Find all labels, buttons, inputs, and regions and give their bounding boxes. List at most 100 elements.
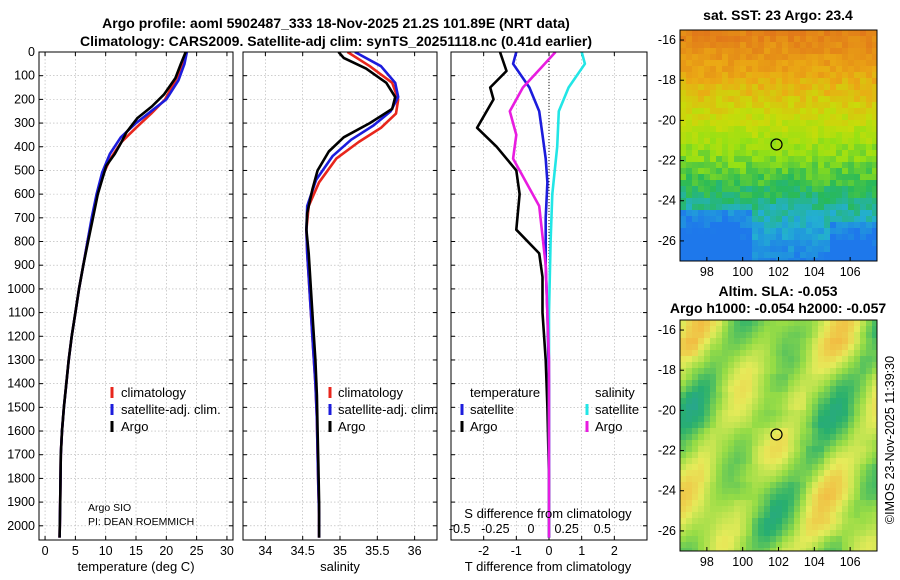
heatmap-cell xyxy=(866,192,872,198)
heatmap-cell xyxy=(752,42,758,48)
heatmap-cell xyxy=(794,326,800,332)
heatmap-cell xyxy=(848,434,854,440)
heatmap-cell xyxy=(830,446,836,452)
heatmap-cell xyxy=(680,404,686,410)
heatmap-cell xyxy=(734,120,740,126)
series-salinity-argo xyxy=(508,52,557,538)
heatmap-cell xyxy=(758,476,764,482)
heatmap-cell xyxy=(680,446,686,452)
heatmap-cell xyxy=(734,500,740,506)
heatmap-cell xyxy=(692,162,698,168)
heatmap-cell xyxy=(770,240,776,246)
heatmap-cell xyxy=(836,222,842,228)
heatmap-cell xyxy=(788,500,794,506)
heatmap-cell xyxy=(698,252,704,258)
heatmap-cell xyxy=(812,500,818,506)
heatmap-cell xyxy=(692,398,698,404)
heatmap-cell xyxy=(818,258,824,261)
heatmap-cell xyxy=(824,102,830,108)
heatmap-cell xyxy=(818,344,824,350)
legend-header-salinity: salinity xyxy=(595,385,635,400)
heatmap-cell xyxy=(710,434,716,440)
heatmap-cell xyxy=(728,380,734,386)
heatmap-cell xyxy=(806,156,812,162)
heatmap-cell xyxy=(836,506,842,512)
heatmap-cell xyxy=(860,452,866,458)
heatmap-cell xyxy=(782,102,788,108)
heatmap-cell xyxy=(770,228,776,234)
heatmap-cell xyxy=(842,168,848,174)
heatmap-cell xyxy=(866,114,872,120)
heatmap-cell xyxy=(692,114,698,120)
heatmap-cell xyxy=(842,36,848,42)
heatmap-cell xyxy=(740,452,746,458)
heatmap-cell xyxy=(692,410,698,416)
heatmap-cell xyxy=(680,452,686,458)
xtick-label: 106 xyxy=(840,265,861,279)
heatmap-cell xyxy=(788,258,794,261)
ytick-label: -24 xyxy=(658,194,676,208)
heatmap-cell xyxy=(686,464,692,470)
heatmap-cell xyxy=(776,252,782,258)
heatmap-cell xyxy=(860,120,866,126)
heatmap-cell xyxy=(722,488,728,494)
heatmap-cell xyxy=(854,234,860,240)
heatmap-cell xyxy=(704,72,710,78)
heatmap-cell xyxy=(794,48,800,54)
heatmap-cell xyxy=(782,174,788,180)
heatmap-cell xyxy=(824,368,830,374)
heatmap-cell xyxy=(740,78,746,84)
heatmap-cell xyxy=(728,174,734,180)
heatmap-cell xyxy=(764,398,770,404)
heatmap-cell xyxy=(764,512,770,518)
heatmap-cell xyxy=(836,78,842,84)
heatmap-cell xyxy=(872,326,877,332)
heatmap-cell xyxy=(872,524,877,530)
heatmap-cell xyxy=(818,548,824,551)
heatmap-cell xyxy=(830,84,836,90)
heatmap-cell xyxy=(860,422,866,428)
heatmap-cell xyxy=(824,198,830,204)
heatmap-cell xyxy=(782,228,788,234)
heatmap-cell xyxy=(854,416,860,422)
heatmap-cell xyxy=(710,210,716,216)
heatmap-cell xyxy=(758,66,764,72)
heatmap-cell xyxy=(758,536,764,542)
heatmap-cell xyxy=(830,398,836,404)
heatmap-cell xyxy=(806,246,812,252)
heatmap-cell xyxy=(686,428,692,434)
heatmap-cell xyxy=(788,386,794,392)
heatmap-cell xyxy=(764,356,770,362)
heatmap-cell xyxy=(686,60,692,66)
heatmap-cell xyxy=(812,84,818,90)
heatmap-cell xyxy=(764,210,770,216)
heatmap-cell xyxy=(752,174,758,180)
heatmap-cell xyxy=(836,48,842,54)
heatmap-cell xyxy=(866,380,872,386)
heatmap-cell xyxy=(764,102,770,108)
heatmap-cell xyxy=(788,392,794,398)
heatmap-cell xyxy=(692,326,698,332)
heatmap-cell xyxy=(860,114,866,120)
xtick-label: 0 xyxy=(42,544,49,558)
heatmap-cell xyxy=(704,90,710,96)
heatmap-cell xyxy=(758,344,764,350)
heatmap-cell xyxy=(794,518,800,524)
heatmap-cell xyxy=(752,404,758,410)
heatmap-cell xyxy=(824,174,830,180)
heatmap-cell xyxy=(770,114,776,120)
heatmap-cell xyxy=(686,494,692,500)
ytick-label: 300 xyxy=(14,116,35,130)
heatmap-cell xyxy=(872,518,877,524)
heatmap-cell xyxy=(872,350,877,356)
heatmap-cell xyxy=(872,428,877,434)
heatmap-cell xyxy=(872,114,877,120)
heatmap-cell xyxy=(716,138,722,144)
heatmap-cell xyxy=(860,506,866,512)
heatmap-cell xyxy=(824,518,830,524)
heatmap-cell xyxy=(752,482,758,488)
heatmap-cell xyxy=(800,518,806,524)
heatmap-cell xyxy=(800,66,806,72)
heatmap-cell xyxy=(698,350,704,356)
heatmap-cell xyxy=(788,422,794,428)
